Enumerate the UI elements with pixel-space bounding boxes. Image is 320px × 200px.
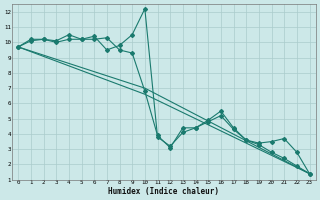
X-axis label: Humidex (Indice chaleur): Humidex (Indice chaleur) [108, 187, 219, 196]
